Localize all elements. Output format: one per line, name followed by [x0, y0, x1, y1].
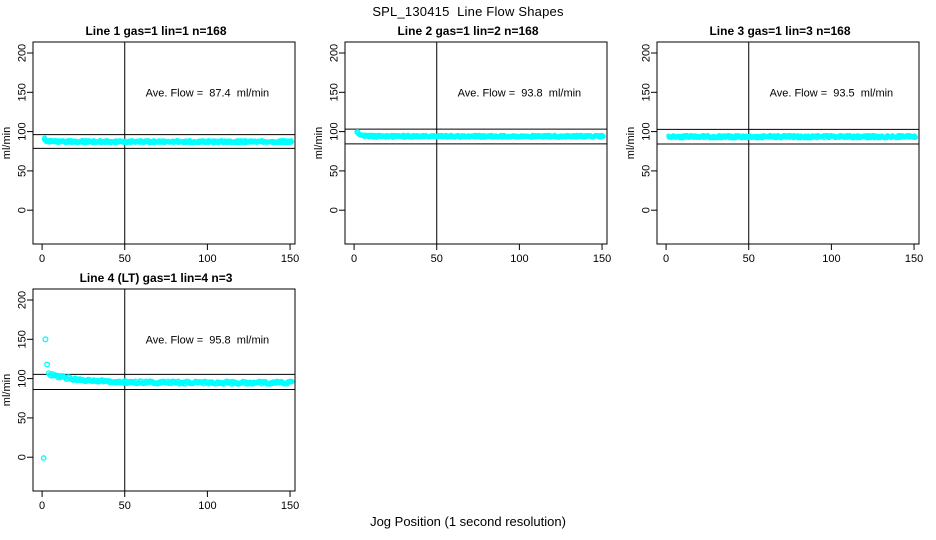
y-tick-label: 100	[329, 122, 341, 140]
y-axis: 0 50 100 150 200	[329, 44, 345, 213]
subplot-title-line2: Line 2 gas=1 lin=2 n=168	[397, 24, 539, 38]
subplot-canvas-line3: 0 50 100 150 0 50 100 150 200 ml/min Ave. Flow = 9…	[625, 41, 923, 265]
y-tick-label: 50	[641, 165, 653, 177]
y-tick-label: 100	[17, 122, 29, 140]
x-tick-label: 100	[198, 500, 216, 512]
subplot-line2: Line 2 gas=1 lin=2 n=168 0 50 100 150 0 50 100…	[312, 18, 624, 265]
plot-box	[32, 288, 296, 492]
y-tick-label: 200	[17, 44, 29, 62]
plot-box	[32, 41, 296, 245]
data-points	[40, 336, 295, 461]
reference-lines	[33, 289, 295, 491]
x-tick-label: 0	[39, 253, 45, 265]
data-points	[354, 128, 606, 140]
y-tick-label: 200	[17, 291, 29, 309]
x-tick-label: 150	[593, 253, 611, 265]
y-tick-label: 50	[17, 165, 29, 177]
plot-box	[344, 41, 608, 245]
y-tick-label: 100	[17, 369, 29, 387]
y-tick-label: 0	[17, 454, 29, 460]
y-tick-label: 200	[641, 44, 653, 62]
reference-lines	[345, 42, 607, 244]
y-tick-label: 50	[17, 412, 29, 424]
subplot-title-line1: Line 1 gas=1 lin=1 n=168	[85, 24, 227, 38]
subplot-canvas-line1: 0 50 100 150 0 50 100 150 200 ml/min Ave. Flow = 8…	[1, 41, 299, 265]
y-tick-label: 0	[329, 207, 341, 213]
x-tick-label: 150	[905, 253, 923, 265]
y-tick-label: 150	[329, 83, 341, 101]
x-tick-label: 100	[510, 253, 528, 265]
subplot-line4: Line 4 (LT) gas=1 lin=4 n=3 0 50 100 150 0 50…	[0, 265, 312, 512]
x-tick-label: 50	[431, 253, 443, 265]
y-axis-title: ml/min	[313, 127, 325, 159]
y-axis-title: ml/min	[1, 374, 13, 406]
y-tick-label: 150	[641, 83, 653, 101]
x-axis: 0 50 100 150	[39, 491, 299, 512]
x-tick-label: 150	[281, 500, 299, 512]
data-points	[666, 132, 919, 141]
x-tick-label: 50	[119, 253, 131, 265]
y-axis: 0 50 100 150 200	[17, 291, 33, 460]
ave-flow-annotation: Ave. Flow = 93.5 ml/min	[770, 87, 894, 99]
subplot-title-line4: Line 4 (LT) gas=1 lin=4 n=3	[79, 271, 233, 285]
subplot-line1: Line 1 gas=1 lin=1 n=168 0 50 100 150 0 50 100…	[0, 18, 312, 265]
x-tick-label: 0	[351, 253, 357, 265]
x-tick-label: 0	[663, 253, 669, 265]
reference-lines	[657, 42, 919, 244]
ave-flow-annotation: Ave. Flow = 95.8 ml/min	[146, 334, 270, 346]
y-tick-label: 150	[17, 83, 29, 101]
ave-flow-annotation: Ave. Flow = 87.4 ml/min	[146, 87, 270, 99]
y-tick-label: 100	[641, 122, 653, 140]
figure-title: SPL_130415 Line Flow Shapes	[372, 4, 564, 19]
x-tick-label: 50	[743, 253, 755, 265]
subplot-title-line3: Line 3 gas=1 lin=3 n=168	[709, 24, 851, 38]
x-tick-label: 100	[198, 253, 216, 265]
ave-flow-annotation: Ave. Flow = 93.8 ml/min	[458, 87, 582, 99]
y-tick-label: 0	[641, 207, 653, 213]
subplot-canvas-line2: 0 50 100 150 0 50 100 150 200 ml/min Ave. Flow = 9…	[313, 41, 611, 265]
x-axis: 0 50 100 150	[39, 244, 299, 265]
y-tick-label: 200	[329, 44, 341, 62]
x-axis-label: Jog Position (1 second resolution)	[370, 514, 566, 529]
subplot-canvas-line4: 0 50 100 150 0 50 100 150 200 ml/min Ave. Flow = 9…	[1, 288, 299, 512]
subplot-line3: Line 3 gas=1 lin=3 n=168 0 50 100 150 0 50 100…	[624, 18, 936, 265]
x-axis: 0 50 100 150	[663, 244, 923, 265]
x-tick-label: 100	[822, 253, 840, 265]
y-axis: 0 50 100 150 200	[641, 44, 657, 213]
y-axis: 0 50 100 150 200	[17, 44, 33, 213]
data-points	[41, 135, 295, 146]
y-tick-label: 0	[17, 207, 29, 213]
x-tick-label: 150	[281, 253, 299, 265]
y-axis-title: ml/min	[625, 127, 637, 159]
y-axis-title: ml/min	[1, 127, 13, 159]
x-tick-label: 0	[39, 500, 45, 512]
y-tick-label: 150	[17, 330, 29, 348]
x-tick-label: 50	[119, 500, 131, 512]
y-tick-label: 50	[329, 165, 341, 177]
plot-box	[656, 41, 920, 245]
x-axis: 0 50 100 150	[351, 244, 611, 265]
